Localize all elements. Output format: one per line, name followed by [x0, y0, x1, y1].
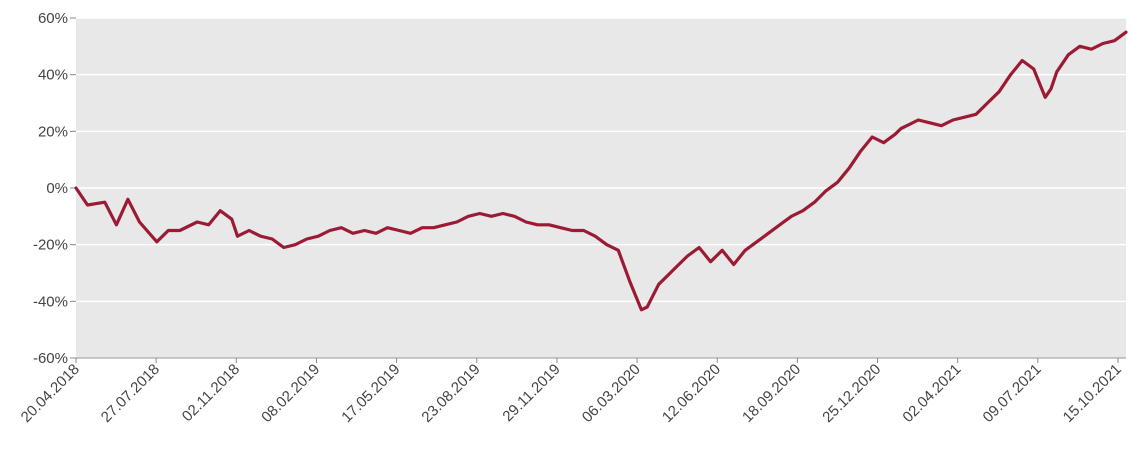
x-tick-label: 15.10.2021: [1060, 361, 1125, 426]
y-tick-label: 20%: [38, 123, 68, 140]
x-tick-label: 09.07.2021: [980, 361, 1045, 426]
x-tick-label: 23.08.2019: [418, 361, 483, 426]
x-tick-label: 08.02.2019: [258, 361, 323, 426]
y-tick-label: 40%: [38, 67, 68, 84]
series-line: [74, 30, 1128, 312]
x-tick-label: 29.11.2019: [499, 361, 563, 425]
x-tick-label: 06.03.2020: [579, 361, 644, 426]
x-tick-label: 27.07.2018: [98, 361, 163, 426]
y-tick-label: 60%: [38, 10, 68, 27]
x-tick-label: 02.04.2021: [899, 361, 964, 426]
y-tick-label: -20%: [33, 237, 68, 254]
x-tick-label: 25.12.2020: [819, 361, 884, 426]
x-tick-label: 20.04.2018: [18, 361, 83, 426]
x-tick-label: 18.09.2020: [739, 361, 804, 426]
series: [74, 30, 1128, 312]
y-tick-label: 0%: [46, 180, 68, 197]
grid-lines: [76, 17, 1126, 359]
x-tick-label: 12.06.2020: [659, 361, 724, 426]
x-tick-label: 02.11.2018: [179, 361, 243, 425]
x-tick-label: 17.05.2019: [338, 361, 403, 426]
y-tick-label: -40%: [33, 293, 68, 310]
y-axis: 60% 40% 20% 0% -20% -40% -60%: [33, 10, 76, 367]
y-tick-label: -60%: [33, 350, 68, 367]
x-axis: 20.04.2018 27.07.2018 02.11.2018 08.02.2019…: [18, 358, 1125, 426]
